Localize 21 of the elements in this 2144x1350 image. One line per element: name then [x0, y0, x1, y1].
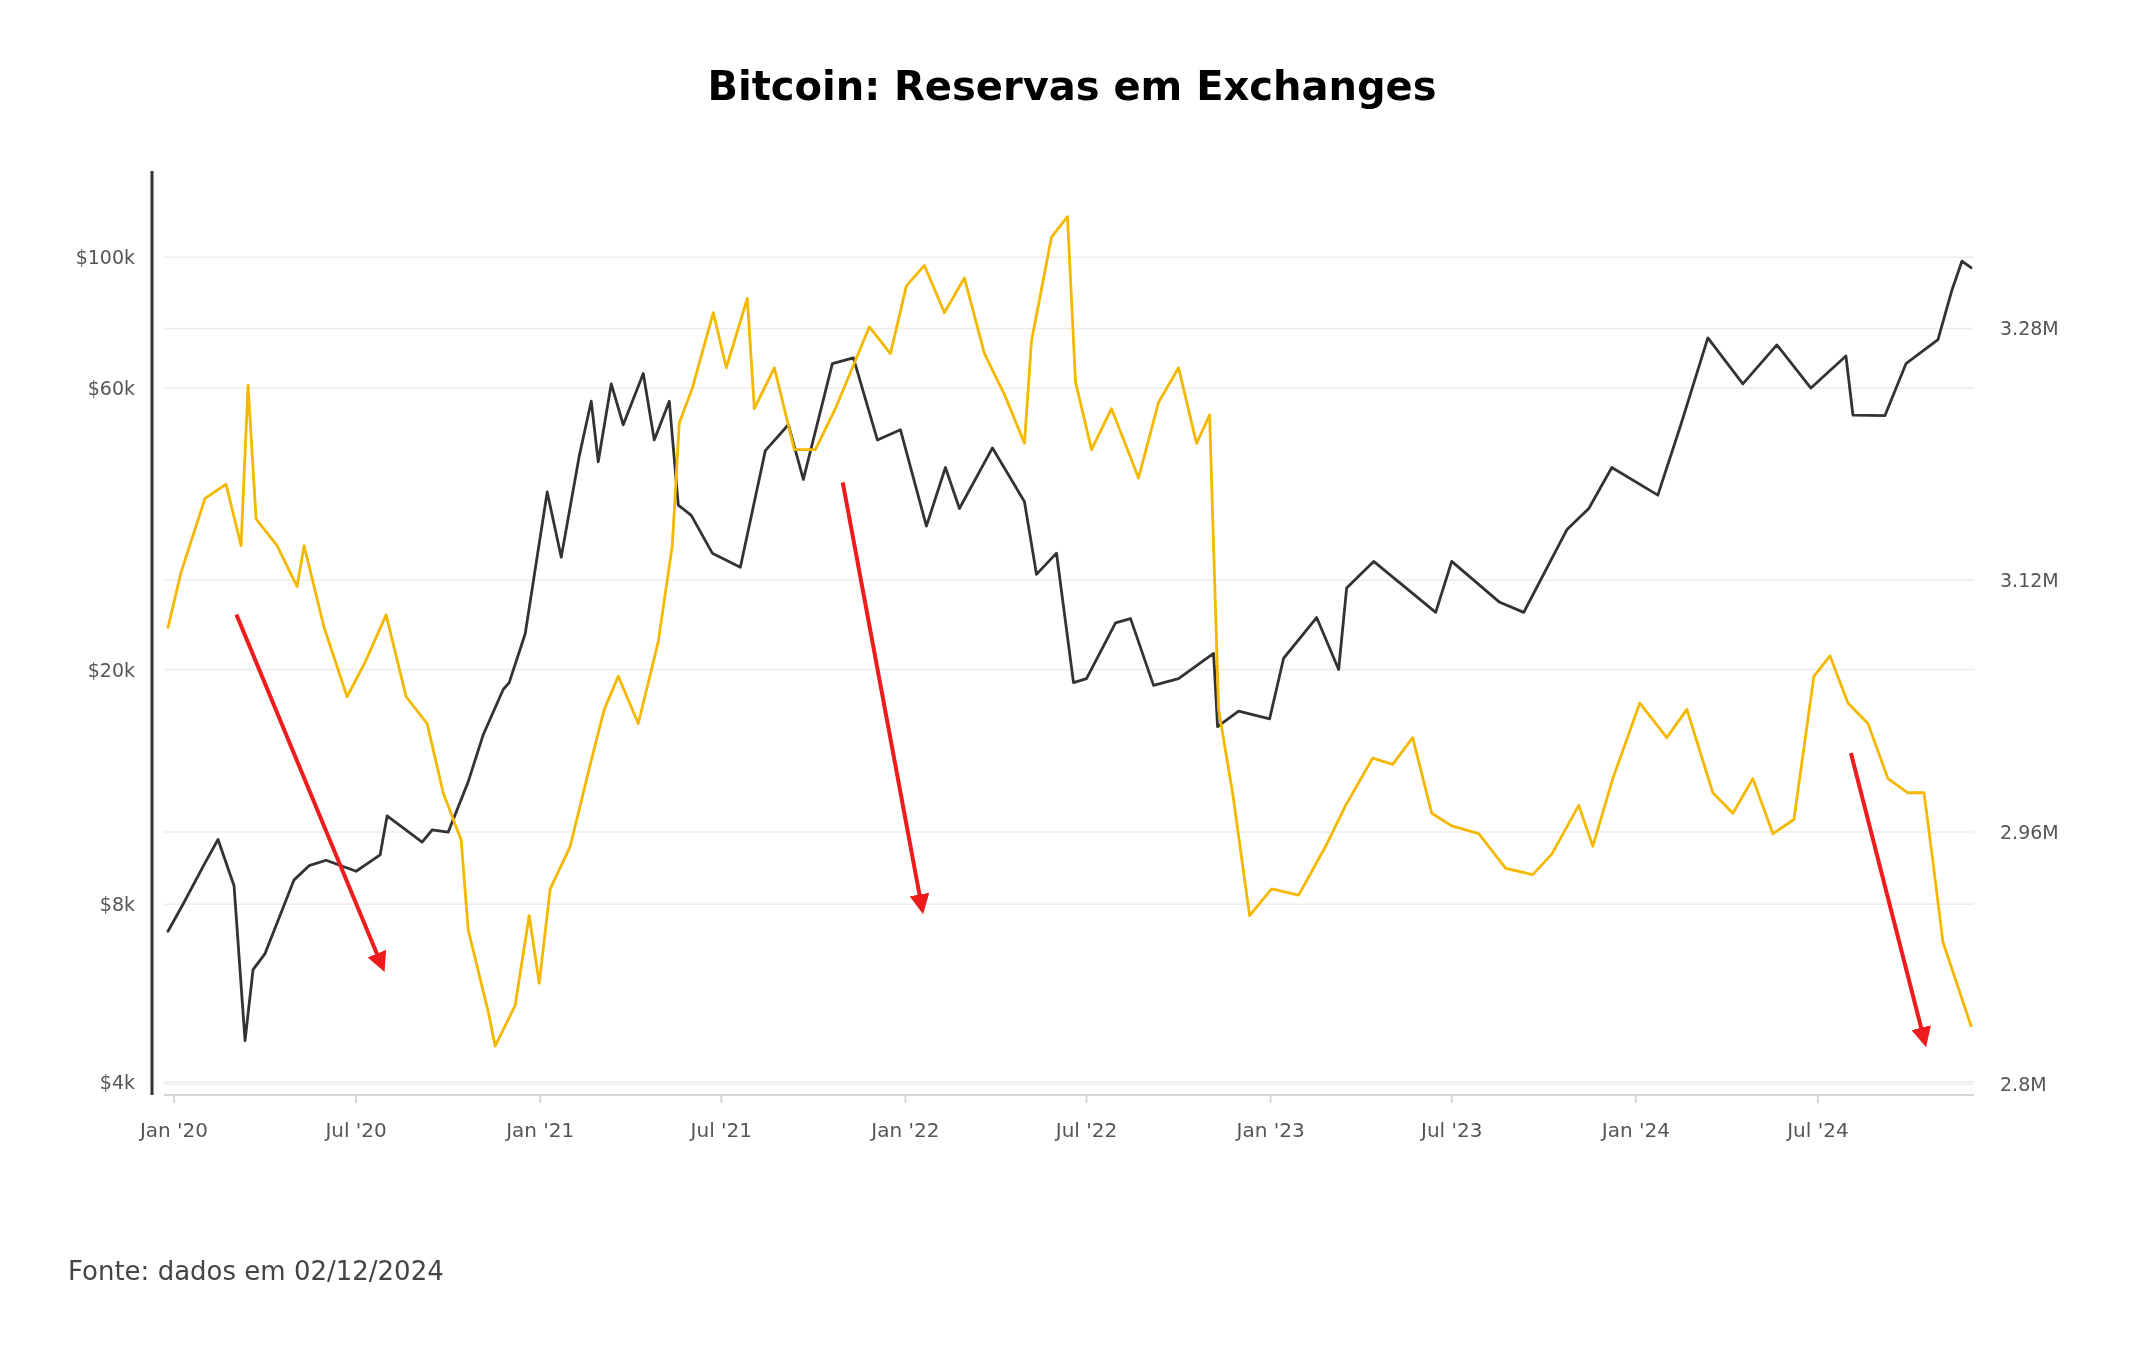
source-note: Fonte: dados em 02/12/2024	[68, 1256, 444, 1286]
y2-tick-label: 2.8M	[2000, 1072, 2047, 1095]
x-tick-label: Jul '24	[1785, 1118, 1849, 1142]
x-tick-label: Jan '20	[137, 1118, 209, 1142]
y-tick-label: $20k	[87, 658, 135, 681]
x-tick-label: Jul '23	[1418, 1118, 1483, 1142]
x-tick-label: Jan '22	[869, 1118, 940, 1142]
y-tick-label: $60k	[87, 377, 135, 400]
x-tick-label: Jan '21	[504, 1118, 575, 1142]
x-tick-label: Jul '20	[323, 1118, 387, 1142]
y-tick-label: $100k	[75, 246, 135, 269]
y-tick-label: $8k	[99, 893, 135, 916]
x-tick-label: Jan '23	[1234, 1118, 1305, 1142]
x-tick-label: Jul '22	[1053, 1118, 1118, 1142]
y2-tick-label: 3.28M	[2000, 317, 2059, 340]
y-tick-label: $4k	[99, 1070, 135, 1093]
y2-tick-label: 3.12M	[2000, 569, 2059, 592]
x-tick-label: Jul '21	[688, 1118, 753, 1142]
x-tick-label: Jan '24	[1599, 1118, 1670, 1142]
y2-tick-label: 2.96M	[2000, 821, 2059, 844]
chart-title: Bitcoin: Reservas em Exchanges	[707, 63, 1437, 109]
